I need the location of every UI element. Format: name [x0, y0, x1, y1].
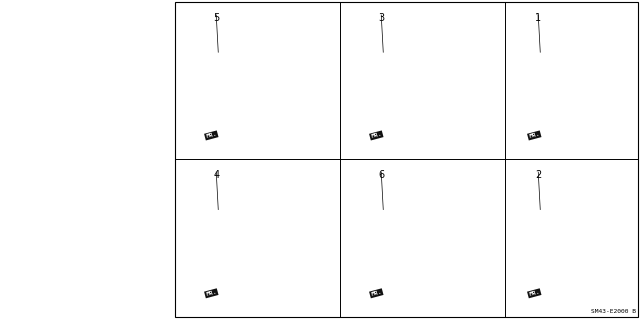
Text: FR.: FR.	[528, 289, 540, 297]
Text: FR.: FR.	[528, 131, 540, 139]
Text: FR.: FR.	[370, 289, 382, 297]
Text: SM43-E2000 B: SM43-E2000 B	[591, 309, 636, 314]
Text: FR.: FR.	[205, 131, 218, 139]
Text: 4: 4	[213, 170, 220, 180]
Text: FR.: FR.	[370, 131, 382, 139]
Text: 1: 1	[535, 13, 541, 23]
Text: 2: 2	[535, 170, 541, 180]
Bar	[175, 2, 638, 317]
Text: 3: 3	[378, 13, 384, 23]
Text: FR.: FR.	[205, 289, 218, 297]
Text: 6: 6	[378, 170, 384, 180]
Text: 5: 5	[213, 13, 220, 23]
